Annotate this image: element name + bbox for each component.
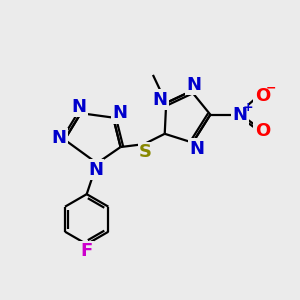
Text: −: − [266, 82, 276, 95]
Text: O: O [255, 122, 270, 140]
Text: N: N [51, 129, 66, 147]
Text: +: + [243, 101, 254, 114]
Text: F: F [81, 242, 93, 260]
Text: N: N [187, 76, 202, 94]
Text: N: N [72, 98, 87, 116]
Text: N: N [232, 106, 247, 124]
Text: N: N [112, 104, 127, 122]
Text: N: N [152, 91, 167, 109]
Text: N: N [190, 140, 205, 158]
Text: O: O [255, 86, 270, 104]
Text: S: S [139, 143, 152, 161]
Text: N: N [88, 161, 103, 179]
